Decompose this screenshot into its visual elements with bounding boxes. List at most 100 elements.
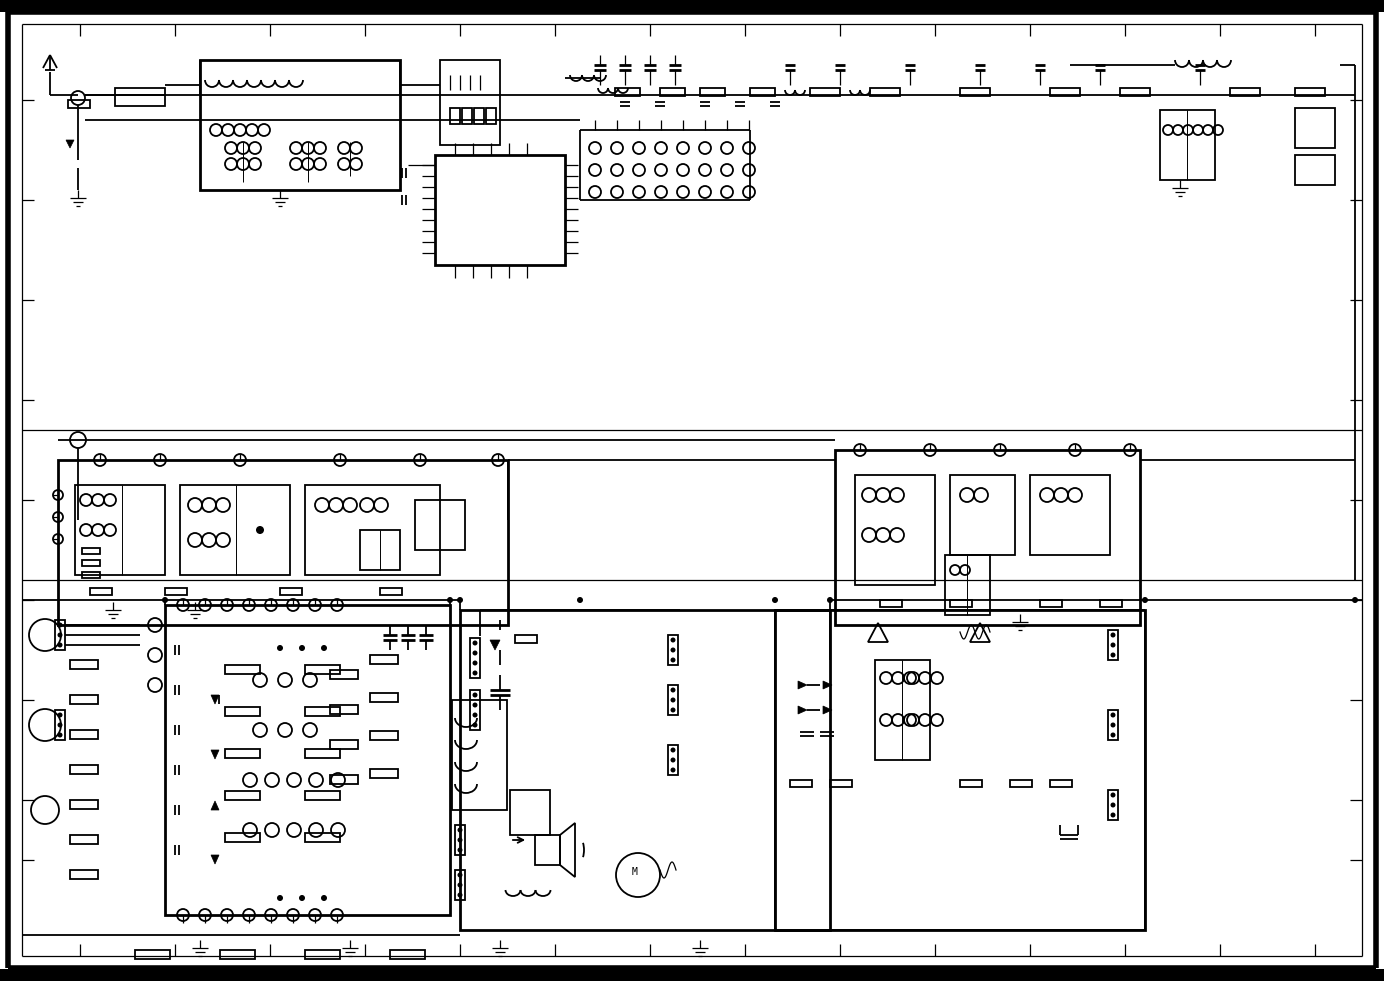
Bar	[668, 635, 678, 665]
Bar	[1230, 88, 1259, 96]
Bar	[71, 870, 98, 879]
Bar	[880, 600, 902, 607]
Polygon shape	[210, 750, 219, 759]
Circle shape	[1110, 652, 1116, 657]
Bar	[700, 88, 725, 96]
Bar	[875, 660, 930, 760]
Bar	[1295, 88, 1324, 96]
Bar	[459, 610, 830, 930]
Bar	[790, 780, 812, 787]
Bar	[370, 655, 399, 664]
Bar	[360, 530, 400, 570]
Bar	[71, 765, 98, 774]
Bar	[1050, 780, 1073, 787]
Circle shape	[472, 670, 477, 676]
Bar	[329, 670, 358, 679]
Bar	[949, 475, 1014, 555]
Bar	[440, 60, 500, 145]
Polygon shape	[210, 801, 219, 810]
Circle shape	[277, 645, 282, 651]
Bar	[471, 690, 480, 730]
Bar	[304, 485, 440, 575]
Circle shape	[458, 838, 462, 843]
Bar	[1109, 630, 1118, 660]
Polygon shape	[66, 140, 73, 148]
Bar	[455, 870, 465, 900]
Circle shape	[458, 883, 462, 888]
Polygon shape	[490, 640, 500, 650]
Circle shape	[828, 597, 833, 603]
Bar	[960, 88, 990, 96]
Circle shape	[1110, 793, 1116, 798]
Polygon shape	[210, 695, 219, 704]
Circle shape	[670, 647, 675, 652]
Bar	[1109, 790, 1118, 820]
Circle shape	[670, 688, 675, 693]
Circle shape	[472, 693, 477, 697]
Circle shape	[472, 660, 477, 665]
Polygon shape	[799, 706, 807, 714]
Circle shape	[58, 633, 62, 638]
Bar	[58, 460, 508, 625]
Bar	[180, 485, 291, 575]
Bar	[471, 638, 480, 678]
Bar	[329, 775, 358, 784]
Bar	[304, 791, 340, 800]
Bar	[0, 0, 1384, 12]
Circle shape	[162, 597, 167, 603]
Bar	[1120, 88, 1150, 96]
Circle shape	[458, 872, 462, 877]
Circle shape	[1110, 643, 1116, 647]
Circle shape	[1352, 597, 1358, 603]
Bar	[750, 88, 775, 96]
Circle shape	[670, 657, 675, 662]
Bar	[1160, 110, 1215, 180]
Circle shape	[299, 895, 304, 901]
Bar	[1010, 780, 1032, 787]
Bar	[71, 660, 98, 669]
Bar	[390, 950, 425, 959]
Bar	[614, 88, 639, 96]
Bar	[660, 88, 685, 96]
Bar	[960, 780, 983, 787]
Bar	[453, 700, 507, 810]
Bar	[370, 769, 399, 778]
Bar	[668, 745, 678, 775]
Circle shape	[457, 597, 464, 603]
Circle shape	[1142, 597, 1147, 603]
Bar	[75, 485, 165, 575]
Bar	[304, 950, 340, 959]
Circle shape	[458, 893, 462, 898]
Polygon shape	[799, 681, 807, 689]
Polygon shape	[210, 855, 219, 864]
Bar	[90, 588, 112, 595]
Bar	[71, 835, 98, 844]
Circle shape	[772, 597, 778, 603]
Circle shape	[472, 702, 477, 707]
Circle shape	[670, 748, 675, 752]
Bar	[55, 620, 65, 650]
Circle shape	[58, 623, 62, 628]
Bar	[486, 108, 495, 124]
Circle shape	[1110, 812, 1116, 817]
Bar	[1039, 600, 1062, 607]
Bar	[82, 572, 100, 578]
Bar	[71, 800, 98, 809]
Bar	[775, 610, 1145, 930]
Bar	[165, 605, 450, 915]
Bar	[1050, 88, 1080, 96]
Bar	[226, 749, 260, 758]
Bar	[55, 710, 65, 740]
Bar	[82, 560, 100, 566]
Circle shape	[472, 722, 477, 728]
Bar	[1295, 155, 1336, 185]
Circle shape	[670, 757, 675, 762]
Circle shape	[447, 597, 453, 603]
Bar	[136, 950, 170, 959]
Bar	[1295, 108, 1336, 148]
Bar	[668, 685, 678, 715]
Circle shape	[670, 707, 675, 712]
Circle shape	[58, 722, 62, 728]
Circle shape	[58, 733, 62, 738]
Polygon shape	[823, 706, 832, 714]
